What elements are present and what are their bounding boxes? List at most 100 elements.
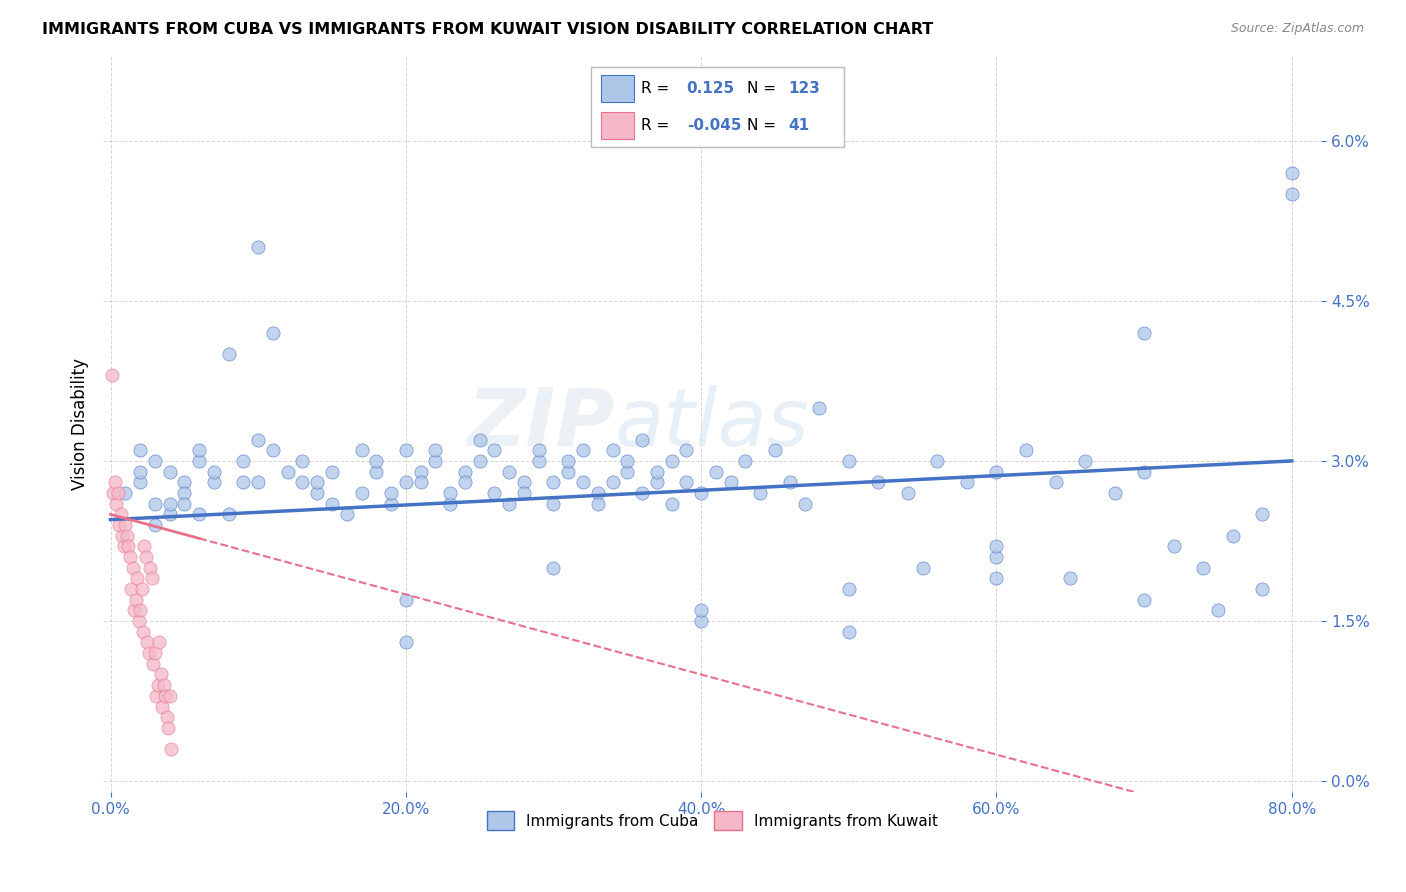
Point (110, 508, 132, 522)
Point (247, 475, 270, 490)
Point (543, 497, 565, 511)
Point (838, 454, 860, 468)
Point (439, 486, 461, 500)
Text: 0.125: 0.125 (686, 81, 735, 96)
Legend: Immigrants from Cuba, Immigrants from Kuwait: Immigrants from Cuba, Immigrants from Ku… (481, 805, 943, 836)
Point (986, 540, 1008, 554)
Point (156, 710, 179, 724)
Point (129, 475, 152, 490)
Point (986, 549, 1008, 564)
Point (557, 454, 579, 468)
Point (454, 465, 477, 479)
Point (321, 465, 343, 479)
Point (134, 540, 156, 554)
Point (734, 454, 756, 468)
Point (498, 465, 520, 479)
Bar (600, 75, 634, 103)
Point (720, 475, 742, 490)
Point (145, 689, 167, 703)
Point (350, 486, 373, 500)
Bar (600, 112, 634, 139)
Point (380, 497, 402, 511)
Point (484, 443, 506, 458)
Point (159, 508, 181, 522)
Point (104, 475, 127, 490)
Point (1206, 603, 1229, 617)
Point (366, 454, 388, 468)
Point (454, 475, 477, 490)
Point (103, 486, 125, 500)
Point (395, 635, 418, 649)
Point (127, 571, 149, 585)
Point (1104, 486, 1126, 500)
Y-axis label: Vision Disability: Vision Disability (72, 358, 89, 490)
Point (602, 475, 624, 490)
Point (114, 486, 136, 500)
Point (135, 549, 157, 564)
Point (111, 529, 134, 543)
Point (631, 433, 654, 447)
Point (159, 689, 181, 703)
Point (690, 614, 713, 628)
Point (513, 486, 536, 500)
Point (124, 592, 146, 607)
Point (262, 443, 284, 458)
Text: Source: ZipAtlas.com: Source: ZipAtlas.com (1230, 22, 1364, 36)
Text: ZIP: ZIP (467, 384, 614, 463)
Point (141, 571, 163, 585)
Point (527, 454, 550, 468)
Point (366, 465, 388, 479)
Point (468, 433, 491, 447)
Point (218, 508, 240, 522)
Point (336, 508, 359, 522)
Point (527, 443, 550, 458)
Point (159, 497, 181, 511)
Text: R =: R = (641, 118, 669, 133)
Point (586, 486, 609, 500)
Point (114, 518, 136, 533)
Point (675, 443, 697, 458)
Point (395, 443, 418, 458)
Point (188, 508, 211, 522)
Point (202, 475, 225, 490)
Text: 123: 123 (787, 81, 820, 96)
Point (277, 465, 299, 479)
Point (159, 465, 181, 479)
Point (173, 486, 195, 500)
Point (1251, 508, 1274, 522)
Point (498, 497, 520, 511)
Point (143, 454, 166, 468)
Point (247, 433, 270, 447)
Point (838, 624, 860, 639)
Point (749, 486, 772, 500)
Point (602, 443, 624, 458)
Point (150, 699, 173, 714)
Point (911, 560, 934, 574)
Text: N =: N = (748, 81, 776, 96)
Point (425, 443, 447, 458)
Point (157, 721, 180, 735)
Text: N =: N = (748, 118, 776, 133)
Point (1281, 186, 1303, 201)
Point (543, 475, 565, 490)
Point (631, 486, 654, 500)
Point (120, 582, 142, 596)
Point (108, 518, 131, 533)
Point (793, 497, 815, 511)
Point (146, 678, 169, 692)
Point (112, 540, 135, 554)
Point (409, 465, 432, 479)
Point (247, 240, 270, 254)
Point (572, 475, 595, 490)
Point (139, 560, 162, 574)
Point (188, 443, 211, 458)
Point (838, 582, 860, 596)
Point (956, 475, 979, 490)
Point (927, 454, 949, 468)
Point (986, 465, 1008, 479)
Point (142, 657, 165, 671)
Point (1133, 326, 1156, 340)
Point (149, 667, 172, 681)
Point (763, 443, 786, 458)
Point (101, 368, 124, 383)
